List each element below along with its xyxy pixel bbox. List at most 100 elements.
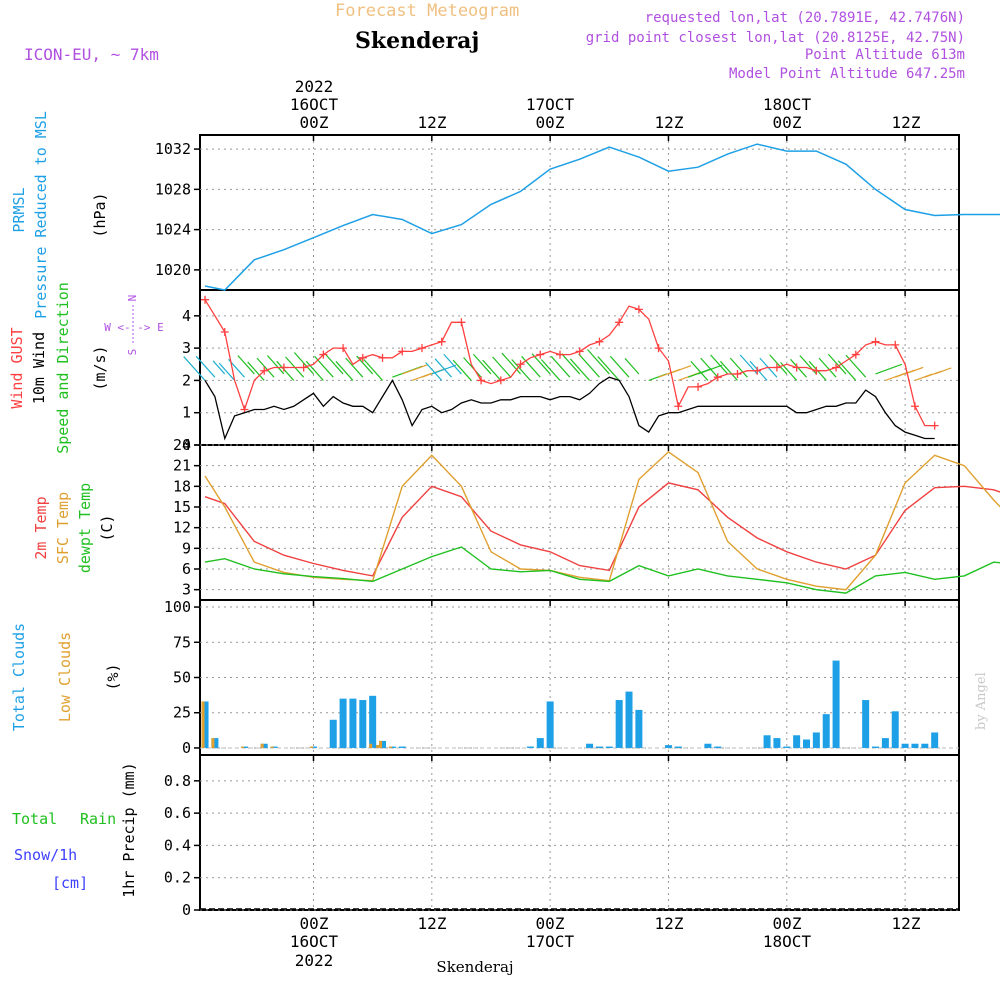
total-cloud-bar (379, 740, 387, 748)
wind-arrow (472, 353, 492, 375)
gust-marker (694, 382, 703, 391)
wind-ytick-label: 4 (182, 307, 191, 325)
wind-arrow (904, 366, 924, 375)
temp-unit: (C) (98, 514, 116, 541)
wind-arrow (875, 363, 903, 375)
wind-arrow (434, 358, 452, 378)
gridpoint-coords: grid point closest lon,lat (20.8125E, 42… (586, 30, 965, 46)
wind-arrow (790, 358, 807, 378)
low-cloud-bar (376, 745, 380, 748)
wind-arrow (501, 352, 522, 375)
temperature-ytick-label: 24 (173, 436, 191, 454)
point-altitude: Point Altitude 613m (805, 47, 965, 63)
low-cloud-bar (240, 746, 244, 748)
location-title: Skenderaj (355, 28, 479, 54)
precip-frame (199, 754, 960, 911)
total-cloud-bar (605, 746, 613, 748)
pressure-line (204, 143, 1000, 291)
wind-arrow (345, 357, 364, 378)
total-cloud-bar (369, 695, 377, 748)
wind-arrow (710, 354, 729, 375)
bottom-hour-6: 12Z (892, 914, 921, 933)
bottom-day-3: 18OCT (763, 932, 812, 951)
wind-arrow (463, 357, 482, 378)
model-altitude: Model Point Altitude 647.25m (729, 66, 965, 82)
rain-total-label: Total (12, 810, 57, 828)
total-cloud-bar (211, 738, 219, 748)
total-cloud-bar (329, 719, 337, 748)
gust-marker (871, 337, 880, 346)
wind-arrow (212, 360, 226, 375)
gust-marker (556, 350, 564, 359)
gust-marker (891, 340, 900, 349)
gust-marker (832, 363, 841, 372)
wind-arrow (827, 353, 847, 375)
gust-marker (496, 376, 505, 385)
prmsl-label: PRMSL (10, 187, 28, 232)
wind-arrow (276, 360, 295, 381)
gust-marker (812, 366, 821, 375)
clouds-ytick-label: 100 (164, 598, 191, 616)
temperature-ytick-label: 6 (182, 560, 191, 578)
wind-arrow (511, 359, 531, 381)
low-cloud-bar (369, 743, 373, 748)
low-cloud-bar (388, 746, 392, 748)
total-cloud-bar (862, 700, 870, 748)
bottom-hour-1: 00Z (300, 914, 329, 933)
gust-marker (674, 402, 683, 411)
total-cloud-bar (773, 738, 781, 748)
total-cloud-bar (881, 738, 889, 748)
wind-arrow (569, 358, 591, 381)
wind-arrow (443, 353, 462, 375)
gust-marker (358, 353, 367, 362)
wind-arrow (356, 355, 374, 375)
low-cloud-bar (379, 740, 383, 748)
temperature-ytick-label: 18 (173, 477, 191, 495)
total-cloud-bar (586, 743, 594, 748)
pressure-label: Pressure Reduced to MSL (32, 111, 50, 319)
model-label: ICON-EU, ~ 7km (24, 45, 159, 64)
wind-frame (199, 289, 960, 446)
wind-arrow (325, 353, 344, 375)
wind-arrow (578, 353, 600, 378)
dewpt-label: dewpt Temp (76, 483, 94, 573)
wind-ytick-label: 3 (182, 339, 191, 357)
precip-ytick-label: 0.6 (164, 804, 191, 822)
gust-marker (595, 337, 604, 346)
wind-arrow (218, 362, 236, 381)
wind-arrow (934, 367, 952, 375)
compass-n: N (126, 295, 139, 302)
precip-ytick-label: 0.8 (164, 772, 191, 790)
gust-marker (201, 295, 210, 304)
lowclouds-label: Low Clouds (56, 632, 74, 722)
total-cloud-bar (674, 746, 682, 748)
gust-marker (417, 344, 426, 353)
wind-ytick-label: 0 (182, 436, 191, 454)
gust-marker (477, 376, 486, 385)
gust-marker (516, 360, 525, 369)
temperature-ytick-label: 9 (182, 539, 191, 557)
total-cloud-bar (625, 691, 633, 748)
gust-marker (792, 363, 801, 372)
gust-marker (536, 350, 545, 359)
low-cloud-bar (211, 738, 215, 748)
total-cloud-bar (349, 698, 357, 748)
gust-marker (713, 373, 722, 382)
wind-arrow (335, 360, 354, 381)
pressure-ytick-label: 1024 (155, 221, 191, 239)
bottom-year: 2022 (295, 951, 334, 970)
wind-arrow (729, 357, 748, 378)
temperature-ytick-label: 15 (173, 498, 191, 516)
gust-label: Wind GUST (8, 327, 26, 408)
total-cloud-bar (704, 743, 712, 748)
gust-marker (260, 366, 269, 375)
wind-arrow (586, 349, 610, 375)
wind-arrow (609, 355, 630, 378)
precip-ytick-label: 0.2 (164, 869, 191, 887)
total-cloud-bar (763, 735, 771, 748)
gust-marker (299, 363, 308, 372)
wind-arrow (550, 355, 571, 378)
total-cloud-bar (931, 732, 939, 748)
gust-marker (910, 402, 919, 411)
